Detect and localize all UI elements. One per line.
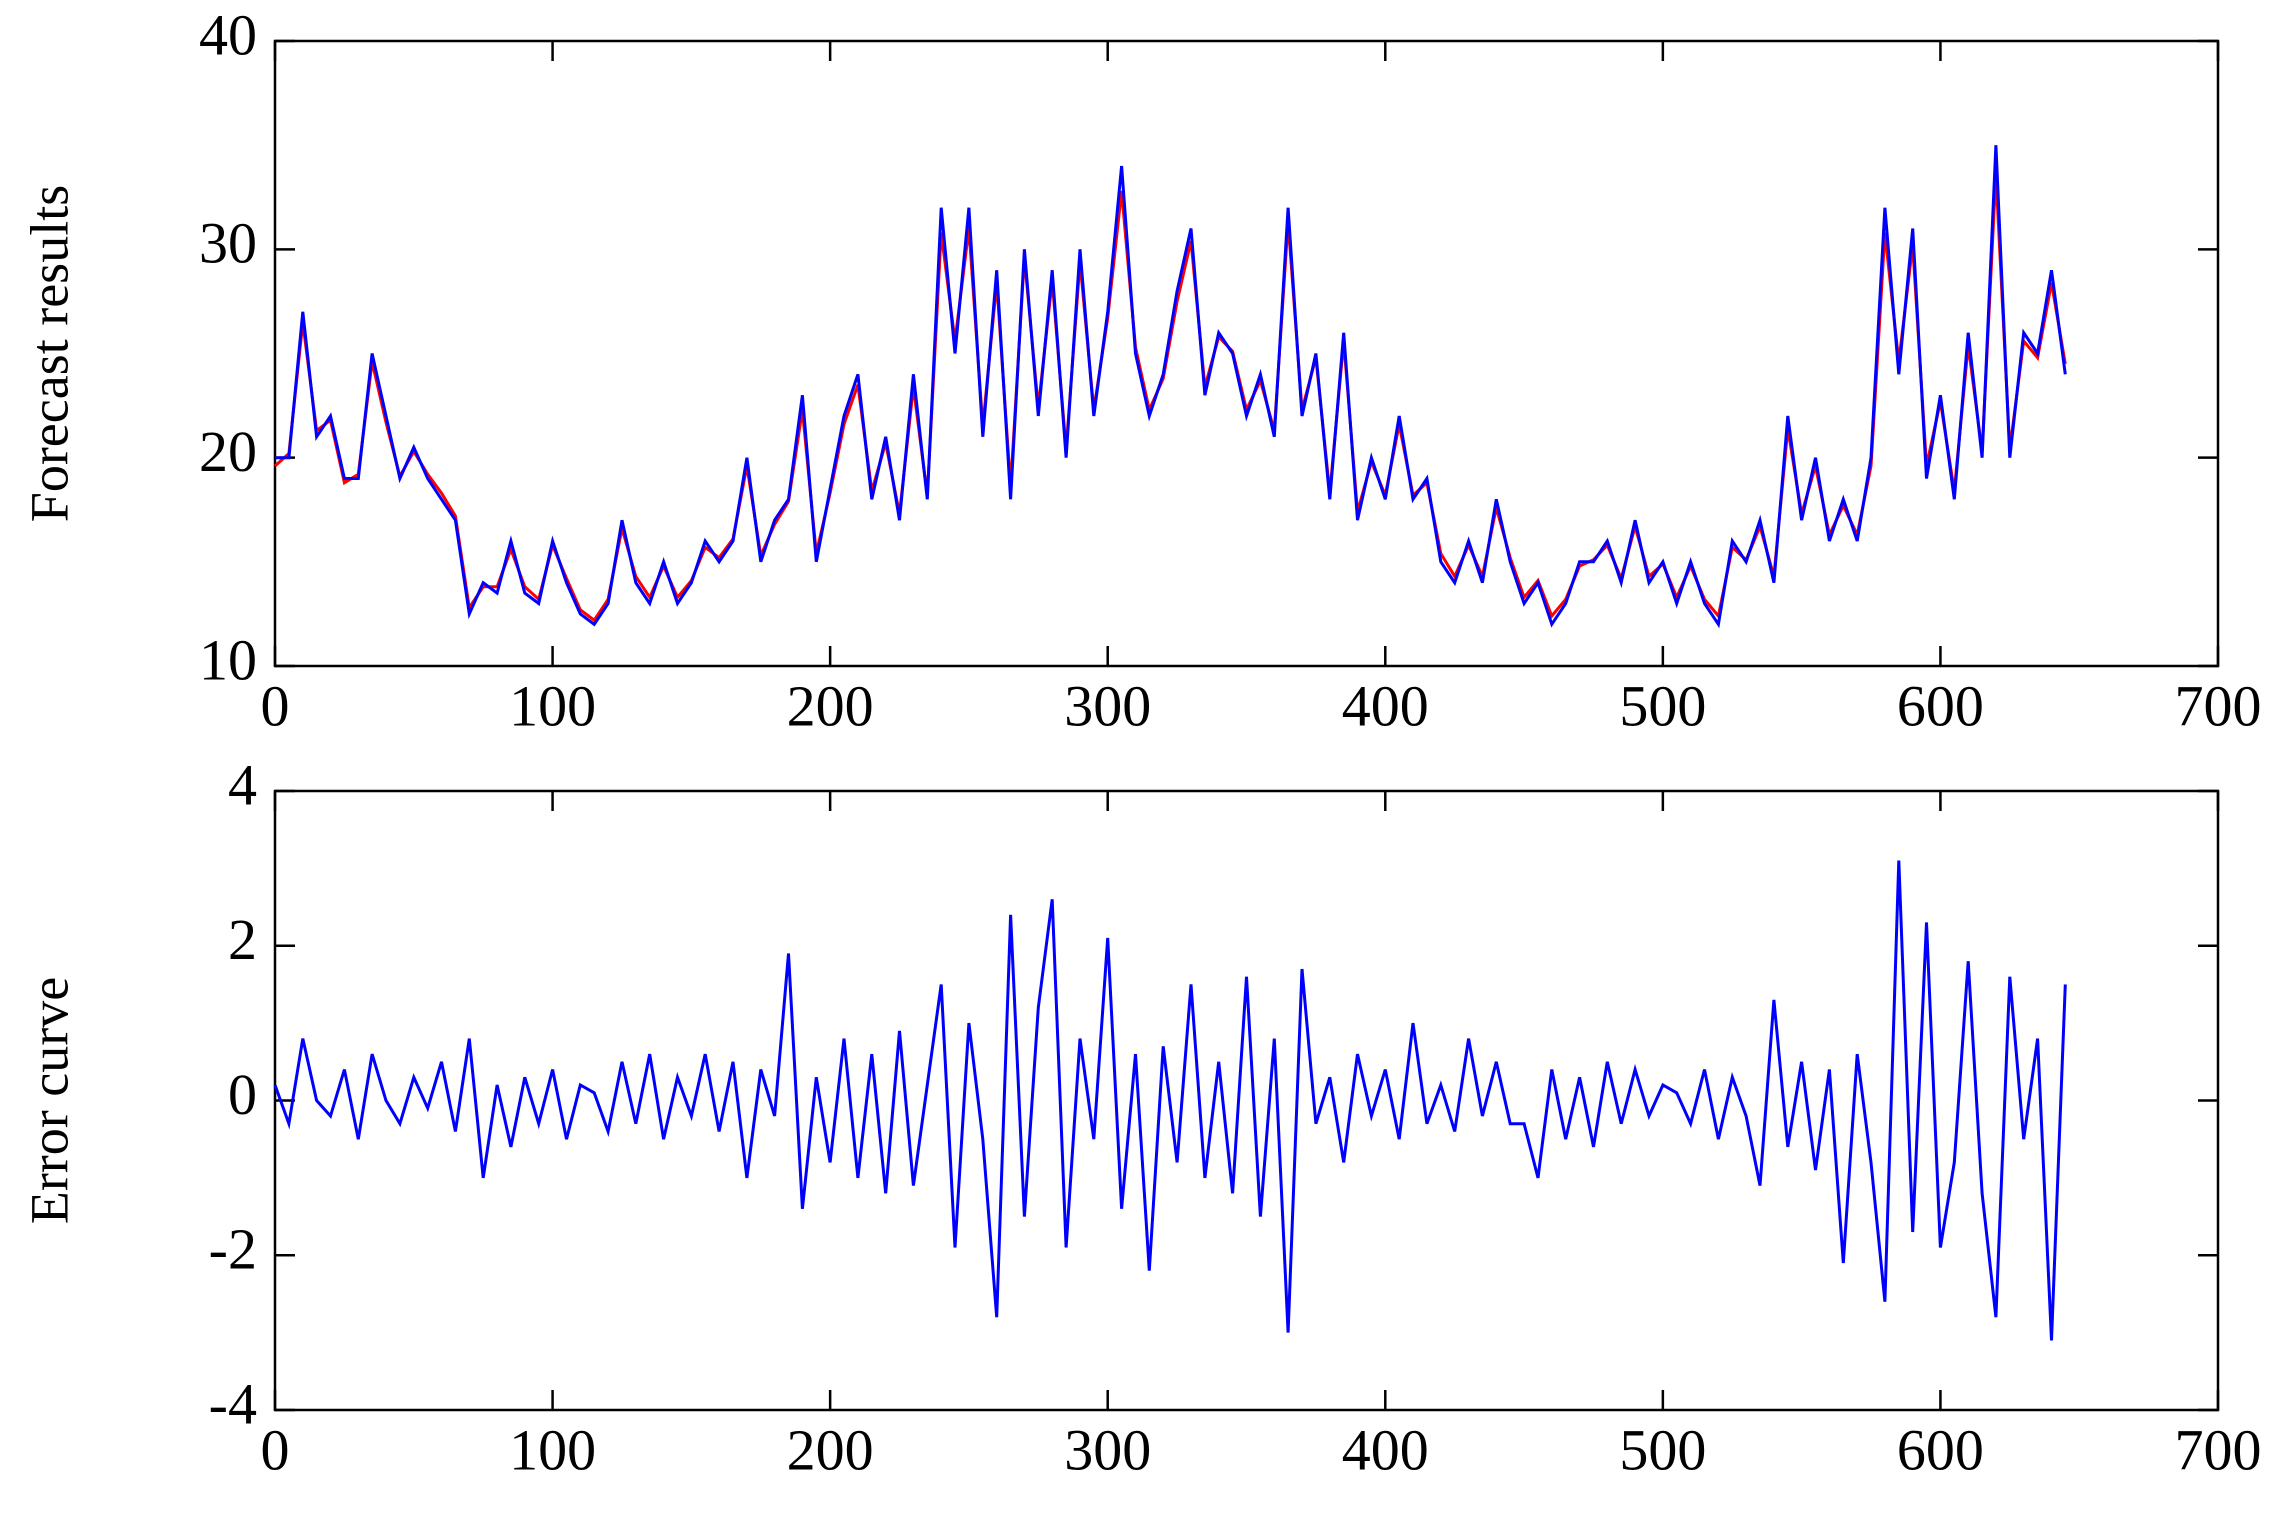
y-tick-label: 2 [228,907,257,972]
data-line [273,174,2067,623]
x-tick-label: 0 [261,1417,290,1482]
y-tick-label: 40 [199,2,257,67]
x-tick-label: 300 [1064,673,1151,738]
x-tick-label: 400 [1342,673,1429,738]
y-tick-label: 0 [228,1062,257,1127]
x-tick-label: 700 [2175,673,2262,738]
y-tick-label: 20 [199,419,257,484]
x-tick-label: 100 [509,673,596,738]
x-tick-label: 200 [787,673,874,738]
plot-frame [273,39,2220,668]
data-line [275,145,2067,629]
y-tick-label: 10 [199,627,257,692]
y-tick-label: -2 [209,1217,257,1282]
x-tick-label: 400 [1342,1417,1429,1482]
plot-frame [273,789,2220,1412]
x-tick-label: 700 [2175,1417,2262,1482]
x-tick-label: 100 [509,1417,596,1482]
x-tick-label: 500 [1619,1417,1706,1482]
x-tick-label: 300 [1064,1417,1151,1482]
data-line [273,860,2067,1341]
x-tick-label: 600 [1897,673,1984,738]
x-tick-label: 600 [1897,1417,1984,1482]
y-axis-label: Forecast results [19,185,79,522]
y-tick-label: 4 [228,752,257,817]
y-tick-label: 30 [199,211,257,276]
y-axis-label: Error curve [19,977,79,1224]
y-tick-label: -4 [209,1371,257,1436]
x-tick-label: 200 [787,1417,874,1482]
x-tick-label: 0 [261,673,290,738]
x-tick-label: 500 [1619,673,1706,738]
